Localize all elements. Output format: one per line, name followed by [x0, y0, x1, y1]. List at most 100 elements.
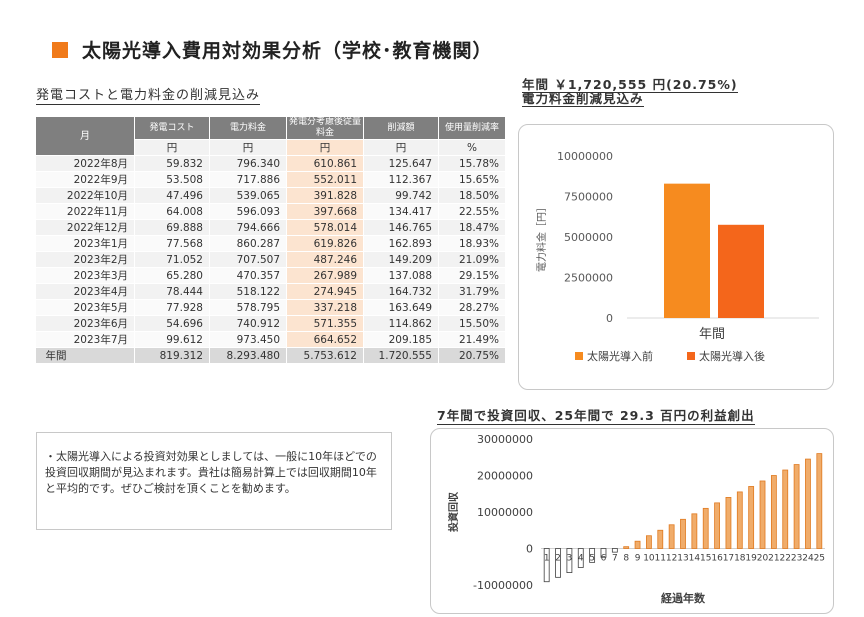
y-tick-label: 0	[526, 543, 533, 556]
table-row: 2022年9月 53.508 717.886 552.011 112.367 15.65%	[35, 171, 506, 188]
cell-cost: 64.008	[134, 203, 210, 220]
y-axis-title: 投資回収	[447, 491, 460, 532]
table-header-row: 月 発電コスト 電力料金 発電分考慮後従量料金 削減額 使用量削減率	[35, 116, 506, 156]
table-row: 2022年11月 64.008 596.093 397.668 134.417 22.55…	[35, 203, 506, 220]
bar-chart-heading: 年間 ￥1,720,555 円(20.75%) 電力料金削減見込み	[522, 77, 738, 107]
y-tick-label: 10000000	[477, 506, 533, 519]
cell-rate: 15.65%	[438, 171, 506, 188]
cell-rate: 29.15%	[438, 267, 506, 284]
payback-bar	[714, 502, 720, 549]
payback-bar	[748, 486, 755, 549]
total-after: 5.753.612	[286, 347, 364, 364]
cell-cost: 53.508	[134, 171, 210, 188]
total-saving: 1.720.555	[363, 347, 439, 364]
bar-chart-card: 0 2500000 5000000 7500000 10000000 電力料金［円］ 年間太…	[518, 124, 834, 390]
cell-fee: 796.340	[209, 155, 287, 172]
x-tick-label: 17	[723, 554, 734, 564]
cell-rate: 31.79%	[438, 283, 506, 300]
x-tick-label: 20	[757, 554, 769, 564]
cell-cost: 77.928	[134, 299, 210, 316]
note-text: ・太陽光導入による投資対効果としましては、一般に10年ほどでの投資回収期間が見込…	[45, 450, 377, 495]
cell-month: 2023年4月	[35, 283, 135, 300]
table-row: 2023年6月 54.696 740.912 571.355 114.862 15.50%	[35, 315, 506, 332]
legend-label: 太陽光導入後	[699, 349, 765, 363]
x-tick-label: 23	[791, 554, 802, 564]
table-row: 2022年12月 69.888 794.666 578.014 146.765 18.47…	[35, 219, 506, 236]
cell-after: 619.826	[286, 235, 364, 252]
x-tick-label: 8	[623, 554, 629, 564]
cell-cost: 47.496	[134, 187, 210, 204]
col-header-rate: 使用量削減率	[438, 116, 506, 140]
payback-bar	[611, 548, 618, 553]
cell-month: 2023年6月	[35, 315, 135, 332]
page-title: 太陽光導入費用対効果分析（学校･教育機関）	[82, 40, 493, 62]
cell-after: 552.011	[286, 171, 364, 188]
col-header-month: 月	[35, 116, 135, 156]
col-header-after: 発電分考慮後従量料金	[286, 116, 364, 140]
x-tick-label: 16	[711, 554, 723, 564]
unit-cell: 円	[286, 139, 364, 156]
legend-label: 太陽光導入前	[587, 349, 653, 363]
x-tick-label: 9	[635, 554, 641, 564]
x-tick-label: 15	[700, 554, 711, 564]
cell-rate: 18.47%	[438, 219, 506, 236]
payback-chart-card: -10000000 0 10000000 20000000 30000000 投資回収 1 2…	[430, 428, 834, 614]
savings-table: 月 発電コスト 電力料金 発電分考慮後従量料金 削減額 使用量削減率 円 円 円…	[35, 116, 506, 364]
cell-saving: 162.893	[363, 235, 439, 252]
cell-saving: 137.088	[363, 267, 439, 284]
x-tick-label: 1	[544, 554, 550, 564]
table-row: 2023年3月 65.280 470.357 267.989 137.088 29.15%	[35, 267, 506, 284]
cell-month: 2022年10月	[35, 187, 135, 204]
payback-bar	[566, 548, 573, 573]
x-tick-label: 13	[677, 554, 688, 564]
x-tick-label: 4	[578, 554, 584, 564]
cell-month: 2022年11月	[35, 203, 135, 220]
payback-bar	[646, 535, 652, 549]
x-axis-title: 経過年数	[661, 591, 706, 605]
cell-saving: 164.732	[363, 283, 439, 300]
x-tick-label: 25	[814, 554, 825, 564]
y-tick-label: 0	[606, 312, 613, 325]
payback-chart-heading: 7年間で投資回収、25年間で 29.3 百円の利益創出	[437, 405, 755, 425]
cell-after: 610.861	[286, 155, 364, 172]
title-square-icon	[52, 42, 68, 58]
payback-bar	[805, 458, 811, 549]
cell-rate: 28.27%	[438, 299, 506, 316]
cell-fee: 860.287	[209, 235, 287, 252]
payback-bar	[702, 507, 709, 549]
x-tick-label: 6	[601, 554, 607, 564]
cell-fee: 470.357	[209, 267, 287, 284]
payback-bar	[634, 540, 641, 549]
x-tick-label: 11	[655, 554, 666, 564]
cell-fee: 539.065	[209, 187, 287, 204]
payback-bar	[725, 497, 732, 549]
x-tick-label: 22	[780, 554, 791, 564]
payback-bar	[736, 491, 743, 549]
x-tick-label: 12	[666, 554, 677, 564]
cell-saving: 99.742	[363, 187, 439, 204]
payback-bar	[555, 548, 561, 578]
cell-cost: 54.696	[134, 315, 210, 332]
unit-cell: 円	[209, 139, 287, 156]
cell-fee: 973.450	[209, 331, 287, 348]
cell-cost: 69.888	[134, 219, 210, 236]
table-row: 2023年2月 71.052 707.507 487.246 149.209 21.09%	[35, 251, 506, 268]
cell-saving: 112.367	[363, 171, 439, 188]
cell-cost: 59.832	[134, 155, 210, 172]
unit-cell: %	[438, 139, 506, 156]
cell-month: 2022年8月	[35, 155, 135, 172]
cell-cost: 78.444	[134, 283, 210, 300]
cell-month: 2023年1月	[35, 235, 135, 252]
cell-after: 664.652	[286, 331, 364, 348]
cell-fee: 740.912	[209, 315, 287, 332]
y-tick-label: -10000000	[473, 579, 533, 592]
cell-fee: 518.122	[209, 283, 287, 300]
cell-month: 2023年5月	[35, 299, 135, 316]
payback-bar	[770, 475, 777, 549]
x-tick-label: 14	[689, 554, 701, 564]
x-tick-label: 2	[555, 554, 561, 564]
table-row: 2022年8月 59.832 796.340 610.861 125.647 15.78%	[35, 155, 506, 172]
payback-bar	[668, 524, 675, 549]
unit-cell: 円	[134, 139, 210, 156]
payback-bar	[623, 546, 630, 549]
